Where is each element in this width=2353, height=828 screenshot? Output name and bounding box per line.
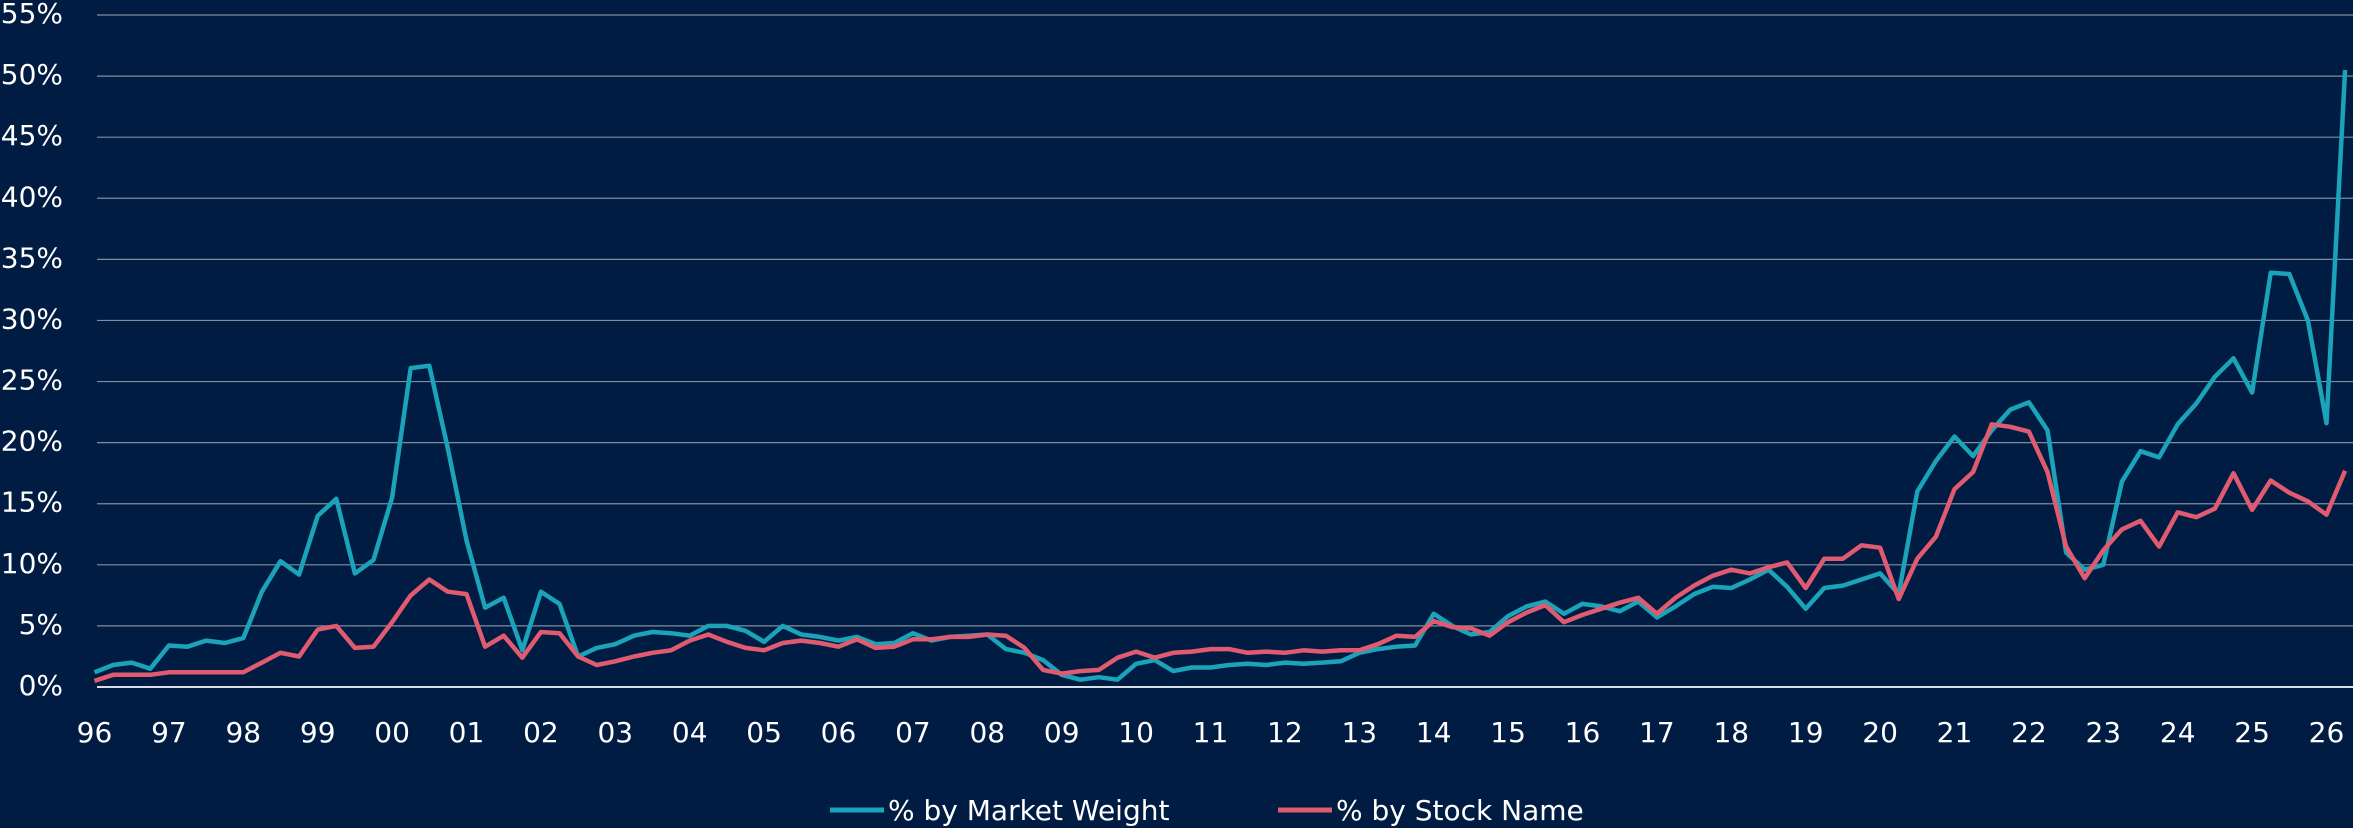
y-tick-label: 10%: [1, 547, 63, 580]
y-tick-label: 50%: [1, 58, 63, 91]
y-tick-label: 0%: [19, 669, 63, 702]
x-tick-label: 21: [1937, 716, 1973, 749]
series-line: [93, 69, 2348, 682]
x-tick-label: 01: [449, 716, 485, 749]
y-tick-label: 5%: [19, 608, 63, 641]
x-tick-label: 17: [1639, 716, 1675, 749]
x-tick-label: 10: [1118, 716, 1154, 749]
x-tick-label: 15: [1490, 716, 1526, 749]
y-tick-label: 40%: [1, 180, 63, 213]
x-tick-label: 20: [1862, 716, 1898, 749]
x-tick-label: 98: [225, 716, 261, 749]
legend-label: % by Stock Name: [1336, 794, 1584, 827]
x-tick-label: 06: [821, 716, 857, 749]
x-tick-label: 22: [2011, 716, 2047, 749]
y-tick-label: 15%: [1, 486, 63, 519]
x-tick-label: 04: [672, 716, 708, 749]
x-tick-label: 99: [300, 716, 336, 749]
x-tick-label: 18: [1713, 716, 1749, 749]
legend-label: % by Market Weight: [888, 794, 1169, 827]
x-tick-label: 02: [523, 716, 559, 749]
x-tick-label: 23: [2085, 716, 2121, 749]
x-tick-label: 96: [77, 716, 113, 749]
x-tick-label: 97: [151, 716, 187, 749]
x-tick-label: 07: [895, 716, 931, 749]
x-tick-label: 12: [1267, 716, 1303, 749]
x-tick-label: 25: [2234, 716, 2270, 749]
x-tick-label: 09: [1044, 716, 1080, 749]
x-tick-label: 24: [2160, 716, 2196, 749]
y-tick-label: 45%: [1, 119, 63, 152]
y-tick-label: 35%: [1, 241, 63, 274]
y-tick-label: 55%: [1, 0, 63, 30]
x-tick-label: 19: [1788, 716, 1824, 749]
series-line: [93, 422, 2348, 684]
y-tick-label: 30%: [1, 302, 63, 335]
x-tick-label: 08: [969, 716, 1005, 749]
x-tick-label: 14: [1416, 716, 1452, 749]
x-tick-label: 11: [1193, 716, 1229, 749]
x-tick-label: 13: [1341, 716, 1377, 749]
y-tick-label: 20%: [1, 425, 63, 458]
x-tick-label: 16: [1565, 716, 1601, 749]
x-tick-label: 00: [374, 716, 410, 749]
x-tick-label: 26: [2309, 716, 2345, 749]
x-tick-label: 03: [597, 716, 633, 749]
x-tick-label: 05: [746, 716, 782, 749]
y-tick-label: 25%: [1, 364, 63, 397]
